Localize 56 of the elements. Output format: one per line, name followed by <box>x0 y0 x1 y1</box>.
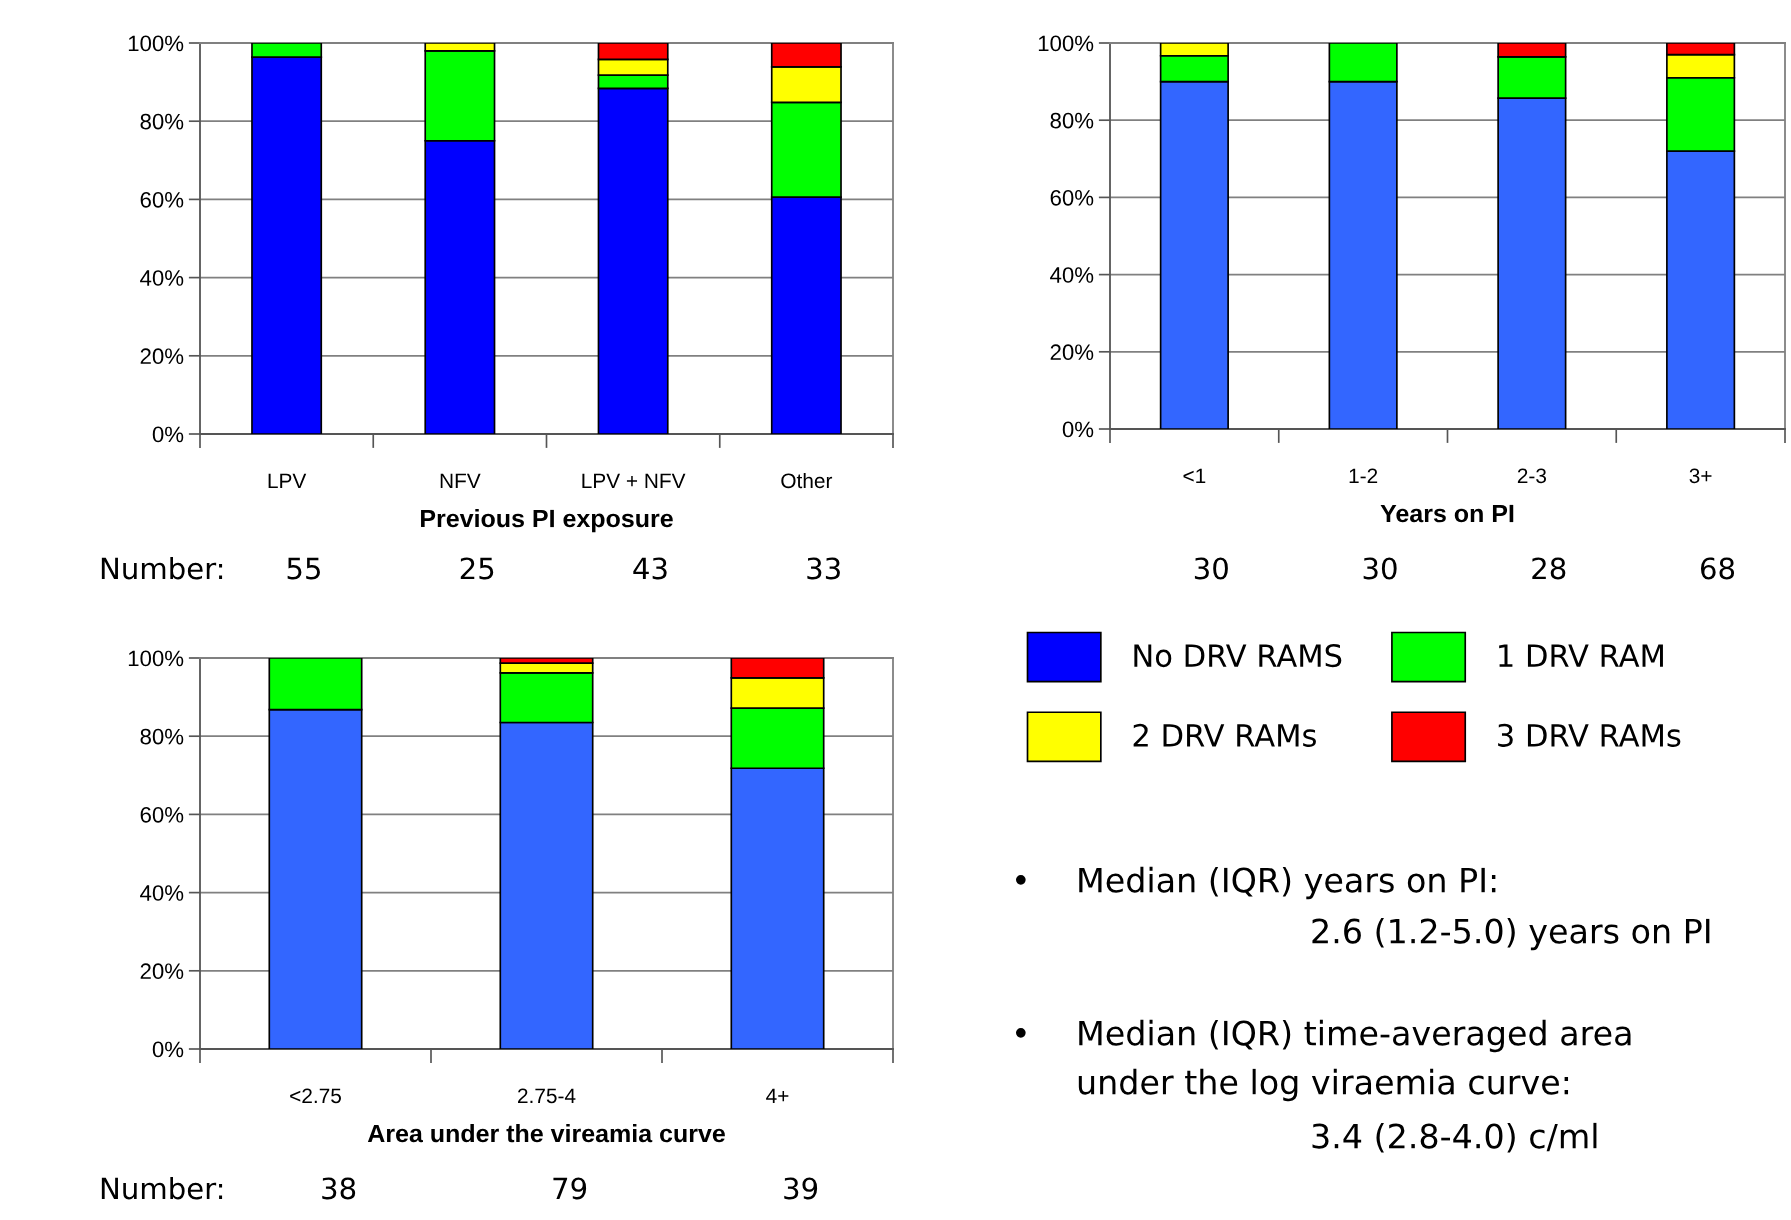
y-tick-label: 100% <box>128 650 184 667</box>
legend-label: 1 DRV RAM <box>1499 644 1663 667</box>
y-tick-label: 80% <box>140 113 184 130</box>
text: 79 <box>553 1177 587 1200</box>
y-tick-label: 40% <box>140 270 184 286</box>
y-tick-label: 20% <box>140 348 184 365</box>
text: • <box>1015 874 1026 885</box>
x-tick-label: Other <box>781 472 833 489</box>
y-tick-label: 0% <box>1062 421 1094 438</box>
text: 3.4 (2.8-4.0) c/ml <box>1312 1122 1597 1153</box>
legend-label: 2 DRV RAMs <box>1133 723 1316 747</box>
x-axis-title: Previous PI exposure <box>421 508 673 533</box>
x-tick-label: <1 <box>1183 468 1206 483</box>
y-tick-label: 100% <box>128 35 184 52</box>
y-tick-label: 80% <box>140 728 184 745</box>
y-tick-label: 60% <box>140 806 184 823</box>
x-tick-label: 3+ <box>1689 468 1712 484</box>
x-tick-label: NFV <box>440 473 481 488</box>
text: Number: <box>101 1176 223 1200</box>
x-axis-title: Area under the vireamia curve <box>367 1123 725 1143</box>
y-tick-label: 40% <box>1050 267 1094 283</box>
x-tick-label: LPV <box>268 473 307 488</box>
text: 30 <box>1194 557 1228 580</box>
text: 39 <box>784 1177 818 1200</box>
legend-label: 3 DRV RAMs <box>1498 723 1681 747</box>
text: 30 <box>1363 557 1397 580</box>
text: 2.6 (1.2-5.0) years on PI <box>1312 917 1710 951</box>
text: 55 <box>287 557 320 580</box>
x-tick-label: 1-2 <box>1349 468 1378 483</box>
y-tick-label: 60% <box>1050 189 1094 206</box>
text: Number: <box>101 556 223 580</box>
y-tick-label: 60% <box>140 191 184 208</box>
y-tick-label: 20% <box>140 963 184 980</box>
x-tick-label: 2.75-4 <box>518 1088 576 1104</box>
x-axis-title: Years on PI <box>1380 504 1514 523</box>
text: • <box>1015 1027 1026 1038</box>
x-tick-label: 2-3 <box>1517 468 1547 484</box>
text: Median (IQR) time-averaged area <box>1079 1019 1631 1053</box>
y-tick-label: 0% <box>152 426 184 443</box>
y-tick-label: 0% <box>152 1041 184 1058</box>
x-tick-label: LPV + NFV <box>582 473 686 488</box>
y-tick-label: 20% <box>1050 344 1094 361</box>
legend-label: No DRV RAMS <box>1134 644 1342 668</box>
text: Median (IQR) years on PI: <box>1079 866 1496 900</box>
text: 33 <box>807 557 840 580</box>
text: under the log viraemia curve: <box>1078 1068 1569 1102</box>
text: 28 <box>1532 557 1566 580</box>
y-tick-label: 40% <box>140 885 184 901</box>
y-tick-label: 80% <box>1050 112 1094 129</box>
text: 68 <box>1700 557 1735 580</box>
y-tick-label: 100% <box>1038 35 1094 52</box>
text: 38 <box>322 1177 356 1200</box>
x-tick-label: 4+ <box>766 1088 789 1103</box>
text: 25 <box>460 557 494 580</box>
x-tick-label: <2.75 <box>290 1088 341 1104</box>
text: 43 <box>633 557 667 580</box>
